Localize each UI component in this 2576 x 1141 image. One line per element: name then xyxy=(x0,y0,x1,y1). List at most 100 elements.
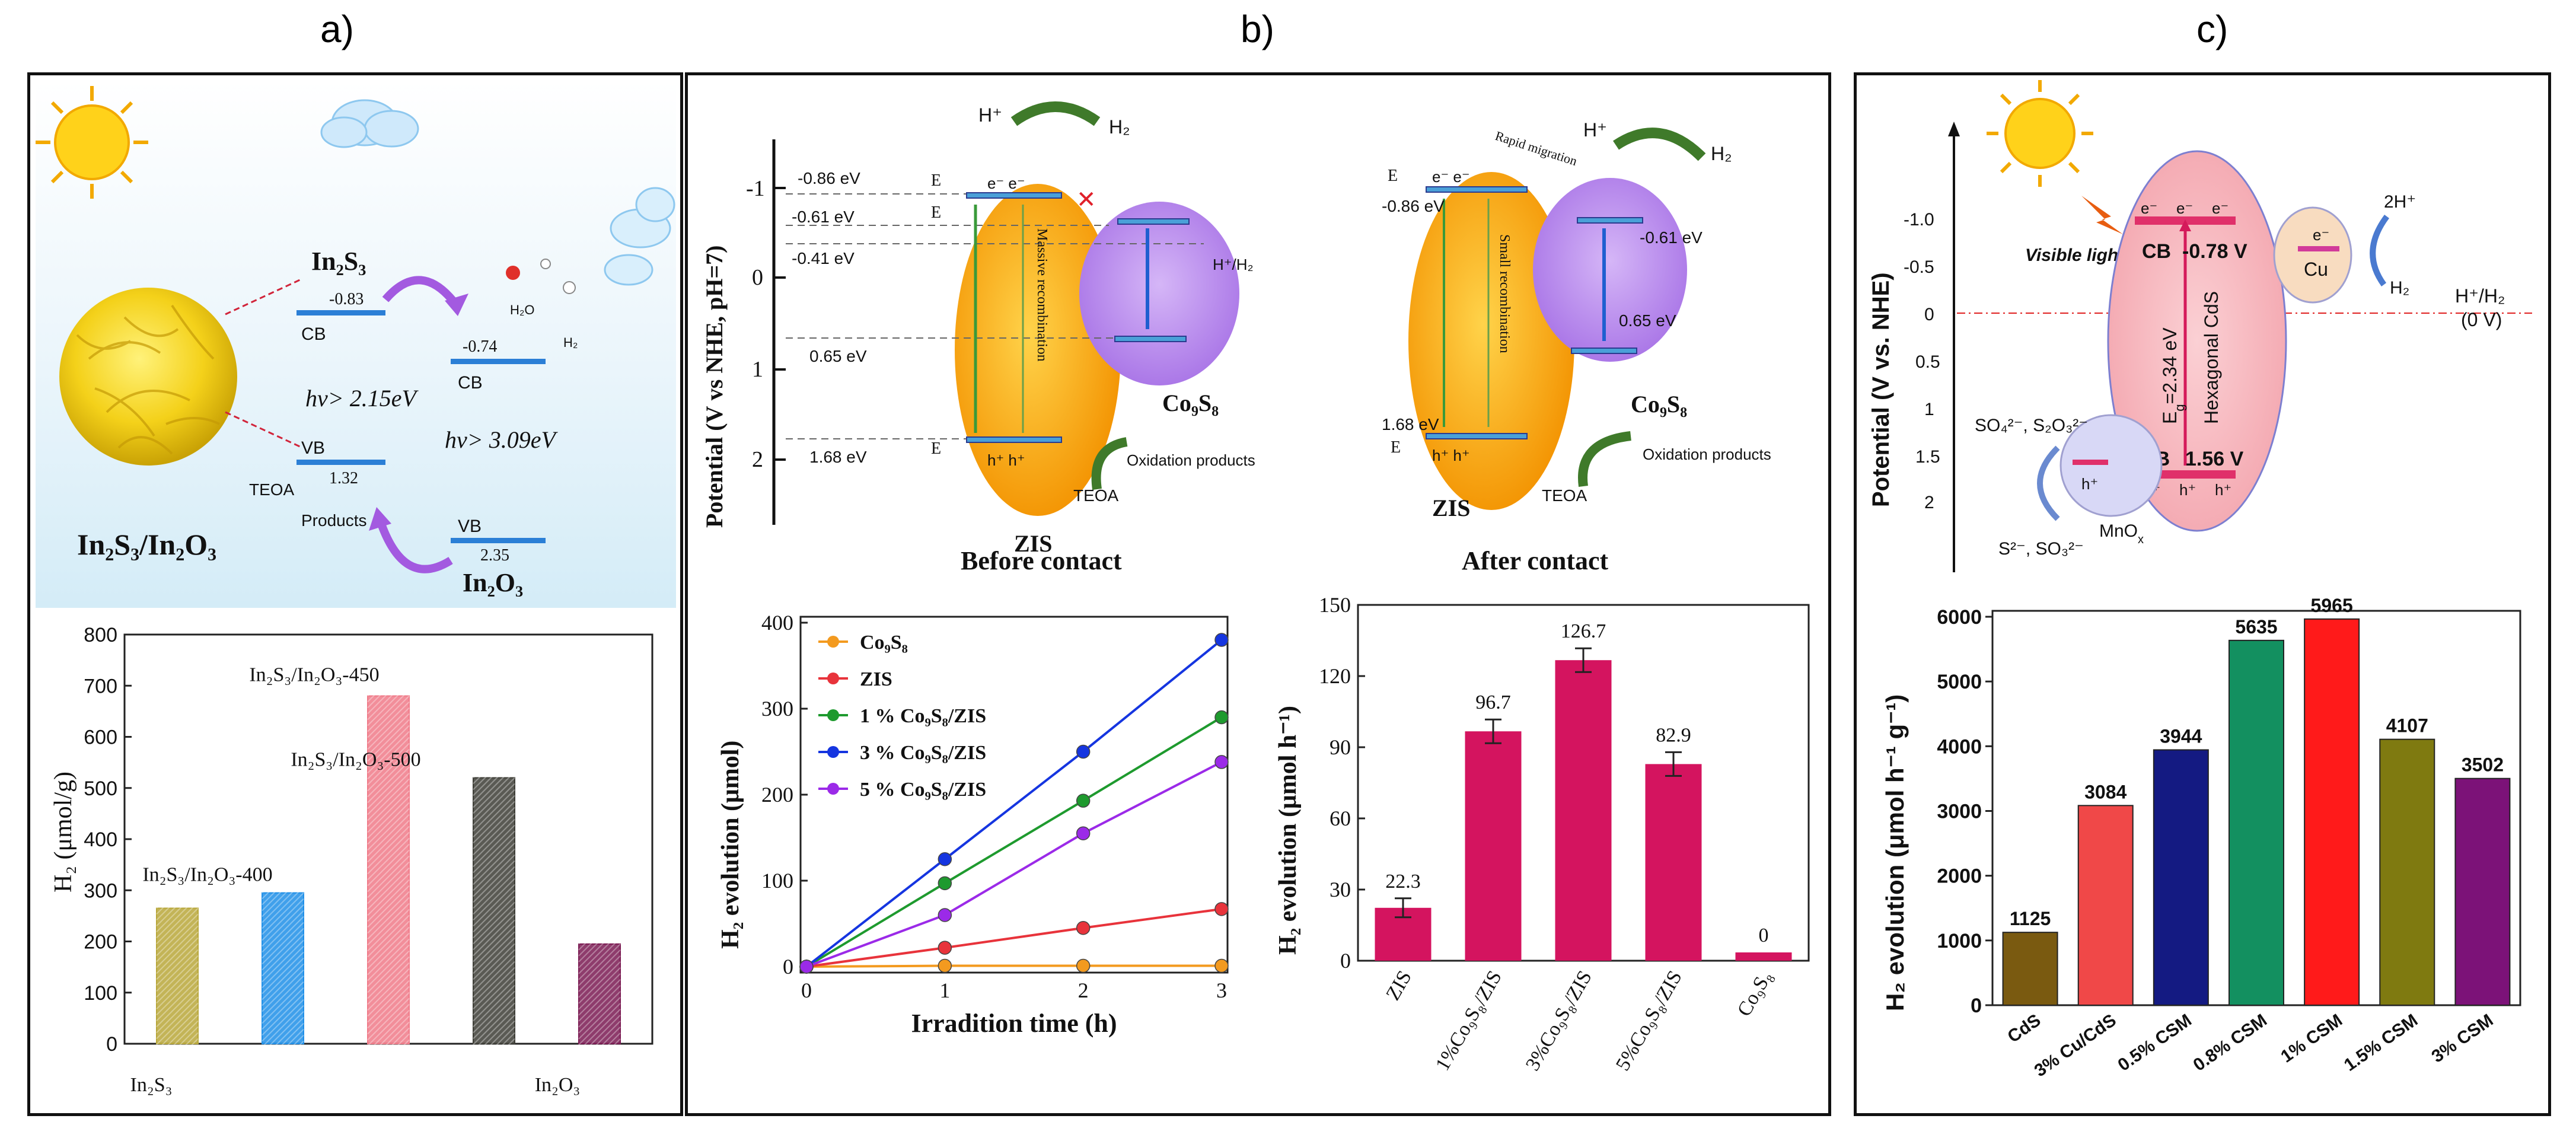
b-before-zis-vb xyxy=(966,436,1062,443)
a-bar-hatch xyxy=(367,997,410,1041)
a-in2s3-vb-label: VB xyxy=(301,438,325,458)
a-bar-hatch xyxy=(473,789,515,832)
c-e-2: e⁻ xyxy=(2176,199,2193,217)
b-line-point xyxy=(1076,744,1091,759)
a-bar-hatch xyxy=(367,879,410,922)
b-line-series xyxy=(805,639,1223,968)
b-legend-label: 3 % Co₉S₈/ZIS xyxy=(860,742,986,764)
a-bar-hatch xyxy=(156,943,199,986)
b-legend-marker xyxy=(827,673,839,684)
c-ytick-label: 5000 xyxy=(1937,671,1982,693)
a-bar-hatch xyxy=(367,897,410,940)
a-bar-hatch xyxy=(578,926,621,968)
a-bar-hatch xyxy=(367,1039,410,1082)
a-in2s3-cb-bar xyxy=(297,310,385,315)
b-after-hplus: H⁺ xyxy=(1583,119,1607,141)
a-bar-hatch xyxy=(367,831,410,875)
chart-b-evolution-time: 0 100 200 300 400 0 1 2 3 Irradition time (h) H₂ e… xyxy=(717,611,1229,1038)
a-bar-hatch xyxy=(473,1014,515,1057)
a-in2o3-cb-bar xyxy=(451,359,546,364)
a-bar-hatch xyxy=(473,842,515,885)
a-bar-hatch xyxy=(473,890,515,933)
cloud-icon-2 xyxy=(604,187,675,286)
a-bar-hatch xyxy=(473,824,515,868)
a-bar-hatch xyxy=(156,866,199,909)
a-bar-hatch xyxy=(367,956,410,999)
b-before-zis-cb xyxy=(966,192,1062,199)
a-bar-hatch xyxy=(473,996,515,1040)
a-bar-hatch xyxy=(156,937,199,980)
a-bar-hatch xyxy=(578,973,621,1016)
a-in2o3-cb-label: CB xyxy=(458,373,483,393)
a-category-label: In₂S₃ xyxy=(130,1074,173,1096)
a-bar-hatch xyxy=(262,993,304,1036)
a-bar-hatch xyxy=(262,945,304,989)
a-ytick-label: 300 xyxy=(84,879,117,902)
a-in2o3-vb-value: 2.35 xyxy=(480,546,509,565)
a-in2o3-vb-label: VB xyxy=(458,517,482,536)
a-bar-hatch xyxy=(262,1028,304,1072)
a-bar-hatch xyxy=(473,759,515,802)
a-bar-hatch xyxy=(367,659,410,703)
a-bar-hatch xyxy=(578,908,621,951)
a-bar-hatch xyxy=(262,987,304,1030)
a-bar-hatch xyxy=(367,962,410,1005)
b-line-series xyxy=(806,761,1222,968)
a-bar-hatch xyxy=(578,1009,621,1051)
a-bar-hatch xyxy=(578,902,621,945)
a-bar-hatch xyxy=(578,1038,621,1081)
b-before-title: Before contact xyxy=(961,546,1122,575)
a-bar-hatch xyxy=(262,856,304,900)
c-bar-value-label: 5635 xyxy=(2235,616,2277,638)
a-bar-hatch xyxy=(473,807,515,850)
chart-a-h2-yield: 0 100 200 300 400 500 600 700 800 H₂ (μmol/g) In₂S… xyxy=(50,624,653,1096)
b-after-co-vb xyxy=(1571,348,1637,354)
a-bar-hatch xyxy=(156,1026,199,1069)
b-line-point xyxy=(1214,902,1229,916)
b-tick-2: 2 xyxy=(752,447,763,472)
b-bar-value-label: 126.7 xyxy=(1561,620,1606,642)
a-bar-hatch xyxy=(473,1038,515,1081)
a-bar-hatch xyxy=(367,772,410,815)
b-line-point xyxy=(938,908,952,922)
a-bar-hatch xyxy=(156,996,199,1040)
a-bar-hatch xyxy=(473,937,515,980)
a-bar-hatch xyxy=(367,665,410,709)
b-legend-marker xyxy=(827,636,839,648)
c-e-1: e⁻ xyxy=(2141,199,2157,217)
a-bar-hatch xyxy=(473,1002,515,1046)
b-legend-marker xyxy=(827,783,839,795)
b-before-ox-arrow xyxy=(1091,437,1128,490)
a-bar xyxy=(367,695,410,1044)
b-line-ytick-label: 200 xyxy=(761,783,793,807)
a-bar-hatch xyxy=(262,850,304,894)
b-line-point xyxy=(1076,793,1091,808)
a-bar-hatch xyxy=(473,866,515,909)
a-bar-hatch xyxy=(473,836,515,879)
a-bar-hatch xyxy=(367,731,410,774)
a-bar-hatch xyxy=(578,1021,621,1063)
a-bar-hatch xyxy=(367,742,410,786)
b-bar-ytick-label: 0 xyxy=(1340,949,1351,973)
c-bar xyxy=(2304,618,2360,1006)
a-bar-hatch xyxy=(156,955,199,998)
a-bar-hatch xyxy=(156,925,199,968)
a-bar-hatch xyxy=(367,689,410,732)
a-bar-hatch xyxy=(578,1027,621,1069)
a-bar-hatch xyxy=(156,973,199,1016)
b-after-zis: ZIS xyxy=(1432,495,1471,521)
a-bar-hatch xyxy=(156,872,199,915)
a-bar-hatch xyxy=(262,939,304,983)
a-bar-hatch xyxy=(262,963,304,1006)
chart-b-evolution-rate: 0 30 60 90 120 150 H₂ evolution (μmol h⁻¹) 22.3… xyxy=(1274,593,1810,1075)
a-bar-hatch xyxy=(473,872,515,915)
b-after-ev: E xyxy=(1391,438,1401,457)
a-bar-hatch xyxy=(262,880,304,923)
a-in2o3-gap: hν> 3.09eV xyxy=(445,426,559,453)
a-bar-hatch xyxy=(262,1022,304,1066)
c-mnox-hole: h⁺ xyxy=(2081,475,2098,493)
a-bar-hatch xyxy=(367,926,410,970)
b-line-xtick-label: 1 xyxy=(939,979,950,1002)
c-bar-value-label: 3502 xyxy=(2462,754,2504,776)
a-bar-hatch xyxy=(473,830,515,874)
